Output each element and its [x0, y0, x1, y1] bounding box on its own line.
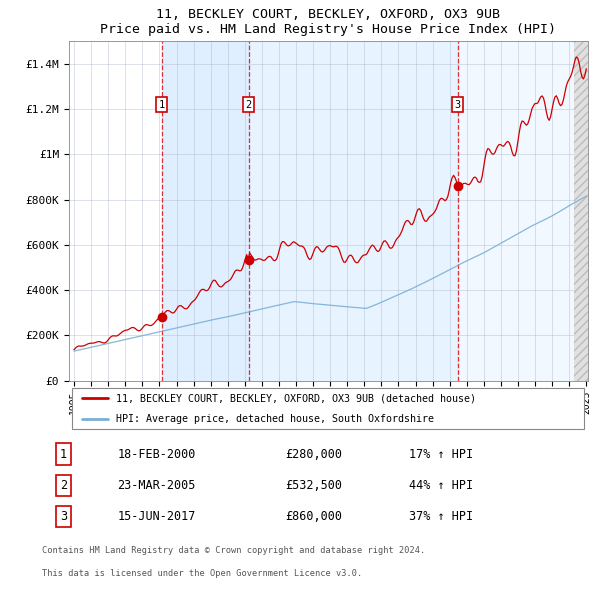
Text: 11, BECKLEY COURT, BECKLEY, OXFORD, OX3 9UB (detached house): 11, BECKLEY COURT, BECKLEY, OXFORD, OX3 …	[116, 394, 476, 404]
Text: £280,000: £280,000	[285, 448, 342, 461]
Text: 44% ↑ HPI: 44% ↑ HPI	[409, 478, 473, 492]
Text: 1: 1	[60, 448, 67, 461]
Text: HPI: Average price, detached house, South Oxfordshire: HPI: Average price, detached house, Sout…	[116, 414, 434, 424]
Text: £860,000: £860,000	[285, 510, 342, 523]
Text: 37% ↑ HPI: 37% ↑ HPI	[409, 510, 473, 523]
Text: 23-MAR-2005: 23-MAR-2005	[118, 478, 196, 492]
Bar	[248, 41, 458, 381]
Text: 15-JUN-2017: 15-JUN-2017	[118, 510, 196, 523]
Text: Contains HM Land Registry data © Crown copyright and database right 2024.: Contains HM Land Registry data © Crown c…	[42, 546, 425, 555]
Text: 2: 2	[60, 478, 67, 492]
Text: This data is licensed under the Open Government Licence v3.0.: This data is licensed under the Open Gov…	[42, 569, 362, 578]
Text: £532,500: £532,500	[285, 478, 342, 492]
Text: 3: 3	[60, 510, 67, 523]
Text: 1: 1	[158, 100, 164, 110]
Text: 2: 2	[245, 100, 252, 110]
Title: 11, BECKLEY COURT, BECKLEY, OXFORD, OX3 9UB
Price paid vs. HM Land Registry's Ho: 11, BECKLEY COURT, BECKLEY, OXFORD, OX3 …	[101, 8, 557, 36]
FancyBboxPatch shape	[71, 388, 584, 430]
Bar	[574, 19, 592, 381]
Bar	[161, 41, 248, 381]
Text: 3: 3	[454, 100, 461, 110]
Text: 18-FEB-2000: 18-FEB-2000	[118, 448, 196, 461]
Text: 17% ↑ HPI: 17% ↑ HPI	[409, 448, 473, 461]
Bar	[458, 41, 574, 381]
